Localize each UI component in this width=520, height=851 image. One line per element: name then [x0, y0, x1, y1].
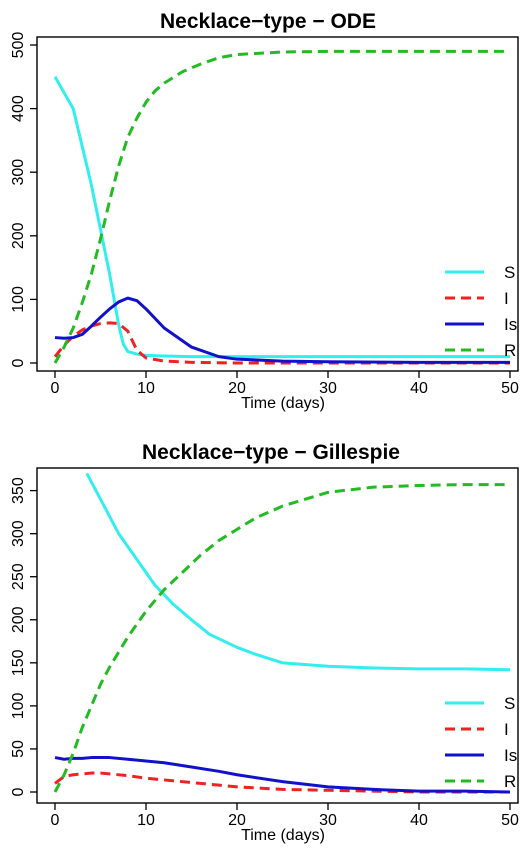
- chart-gillespie: Necklace−type − Gillespie 0 10 20 30 40 50 05…: [10, 441, 519, 844]
- chart-gillespie-y-axis: 0 50 100 150 200 250 300 350: [10, 477, 37, 796]
- chart-ode-x-tick-label: 10: [137, 380, 155, 397]
- chart-gillespie-y-tick-label: 150: [10, 649, 27, 676]
- chart-ode-legend: SI Is R: [445, 263, 517, 360]
- chart-ode-legend-label-r: R: [504, 341, 516, 360]
- chart-ode-x-tick-label: 40: [410, 380, 428, 397]
- chart-gillespie-x-axis-label: Time (days): [241, 827, 325, 844]
- chart-gillespie-y-tick-label: 250: [10, 563, 27, 590]
- chart-gillespie-legend-label-r: R: [504, 772, 516, 791]
- chart-ode-series-line-s: [55, 77, 510, 357]
- chart-gillespie-x-tick-label: 40: [410, 812, 428, 829]
- chart-gillespie-x-axis: 0 10 20 30 40 50: [51, 803, 519, 829]
- chart-gillespie-y-tick-label: 100: [10, 692, 27, 719]
- chart-gillespie-series: [55, 473, 510, 792]
- chart-gillespie-x-tick-label: 0: [51, 812, 60, 829]
- chart-ode-y-tick-label: 400: [10, 95, 27, 122]
- chart-gillespie-y-tick-label: 300: [10, 520, 27, 547]
- chart-ode-y-tick-label: 300: [10, 159, 27, 186]
- chart-gillespie-legend-label-is: Is: [504, 746, 517, 765]
- chart-gillespie-y-tick-label: 50: [10, 740, 27, 758]
- chart-ode-title: Necklace−type − ODE: [160, 10, 376, 33]
- chart-gillespie-legend: SI Is R: [445, 694, 517, 791]
- chart-ode-x-tick-label: 50: [501, 380, 519, 397]
- chart-gillespie-legend-label-i: I: [504, 720, 509, 739]
- chart-ode-y-tick-label: 100: [10, 286, 27, 313]
- chart-ode-series-line-r: [55, 51, 510, 363]
- chart-ode-y-tick-label: 200: [10, 222, 27, 249]
- chart-ode-x-tick-label: 0: [51, 380, 60, 397]
- chart-gillespie-y-tick-label: 350: [10, 477, 27, 504]
- chart-gillespie-legend-label-s: S: [504, 694, 515, 713]
- chart-gillespie-x-tick-label: 10: [137, 812, 155, 829]
- chart-gillespie-x-tick-label: 50: [501, 812, 519, 829]
- chart-ode-legend-label-is: Is: [504, 315, 517, 334]
- chart-ode-series-line-is: [55, 298, 510, 362]
- chart-ode-y-axis: 0 100 200 300 400 500: [10, 32, 37, 368]
- chart-gillespie-y-tick-label: 200: [10, 606, 27, 633]
- chart-ode-x-axis-label: Time (days): [241, 395, 325, 412]
- chart-ode-legend-label-s: S: [504, 263, 515, 282]
- chart-gillespie-series-line-r: [55, 485, 510, 792]
- chart-gillespie-y-tick-label: 0: [10, 787, 27, 796]
- chart-ode-x-axis: 0 10 20 30 40 50: [51, 371, 519, 397]
- chart-ode: Necklace−type − ODE 0 10 20 30 40 50 01002003…: [10, 10, 519, 412]
- chart-ode-legend-label-i: I: [504, 289, 509, 308]
- chart-gillespie-title: Necklace−type − Gillespie: [142, 441, 400, 464]
- chart-ode-y-tick-label: 0: [10, 358, 27, 367]
- chart-ode-series: [55, 51, 510, 363]
- chart-ode-y-tick-label: 500: [10, 32, 27, 59]
